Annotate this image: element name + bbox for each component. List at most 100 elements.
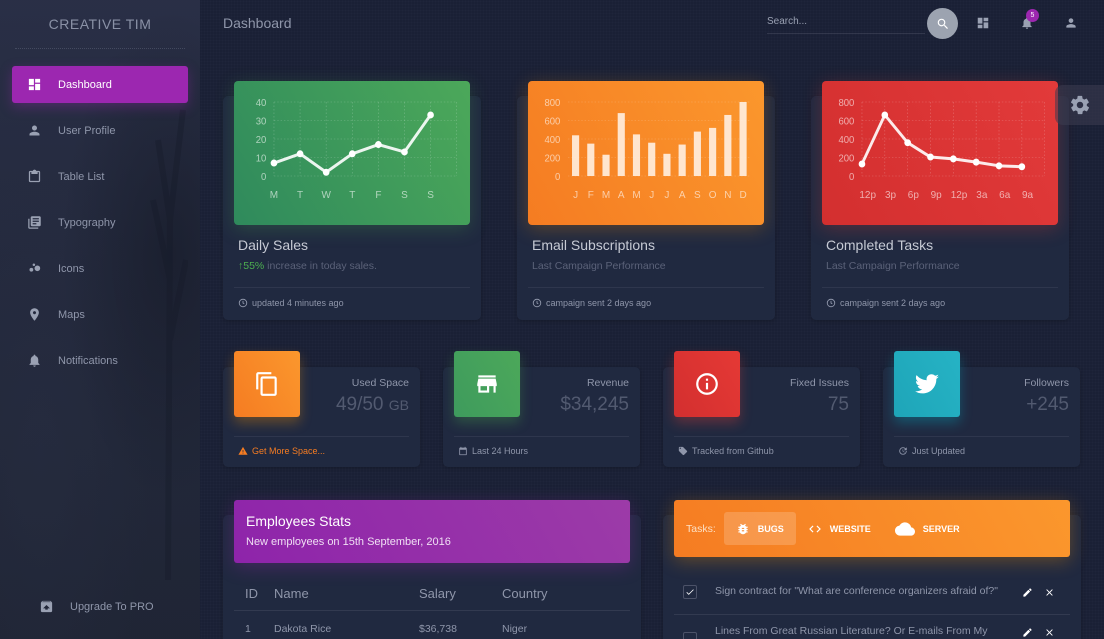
search-icon (937, 18, 948, 29)
stat-icon-box (234, 351, 300, 417)
cloud-icon (894, 521, 915, 536)
dashboard-icon-button[interactable] (975, 15, 990, 30)
email-subscriptions-chart: 0 200 400 600 800 J F M A M J J A S O N D (528, 81, 764, 225)
tab-website[interactable]: WEBSITE (796, 512, 883, 545)
task-checkbox[interactable] (683, 632, 697, 639)
edit-task-button[interactable] (1020, 585, 1034, 599)
sidebar-item-table-list[interactable]: Table List (12, 158, 188, 195)
check-icon (686, 589, 694, 595)
sidebar-item-notifications[interactable]: Notifications (12, 342, 188, 379)
task-checkbox[interactable] (683, 585, 697, 599)
sidebar-item-user-profile[interactable]: User Profile (12, 112, 188, 149)
footer-text: campaign sent 2 days ago (840, 298, 946, 308)
clock-icon (238, 298, 248, 308)
tasks-card: Tasks: BUGS WEBSITE SERVER Sign contract… (663, 500, 1081, 639)
svg-text:D: D (739, 190, 746, 201)
employees-table: ID Name Salary Country 1 Dakota Rice $36… (234, 577, 630, 639)
stat-label: Revenue (586, 377, 629, 389)
svg-text:10: 10 (256, 153, 267, 164)
sidebar-item-icons[interactable]: Icons (12, 250, 188, 287)
page-title[interactable]: Dashboard (223, 15, 292, 31)
task-list: Sign contract for "What are conference o… (674, 575, 1070, 639)
tab-label: BUGS (757, 523, 784, 534)
svg-text:O: O (709, 190, 717, 201)
store-icon (477, 375, 497, 393)
svg-text:3p: 3p (885, 190, 896, 201)
remove-task-button[interactable] (1042, 585, 1056, 599)
sidebar-item-maps[interactable]: Maps (12, 296, 188, 333)
sidebar-item-label: Upgrade To PRO (70, 600, 154, 613)
footer-text: Just Updated (912, 446, 966, 456)
svg-text:A: A (618, 190, 625, 201)
sidebar-item-upgrade-to-pro[interactable]: Upgrade To PRO (24, 588, 176, 625)
close-icon (1045, 628, 1053, 636)
svg-text:800: 800 (544, 98, 560, 109)
brand-logo[interactable]: CREATIVE TIM (48, 16, 152, 32)
tasks-label: Tasks: (686, 522, 716, 535)
user-profile-button[interactable] (1063, 15, 1078, 30)
fixed-issues-card: Fixed Issues 75 Tracked from Github (663, 351, 860, 467)
update-icon (899, 447, 907, 455)
sidebar-item-label: Typography (58, 216, 116, 229)
card-footer: updated 4 minutes ago (238, 298, 344, 308)
table-cell: Dakota Rice (274, 623, 332, 635)
card-subtitle: ↑55% increase in today sales. (238, 260, 377, 272)
svg-text:3a: 3a (976, 190, 987, 201)
tasks-card-header: Tasks: BUGS WEBSITE SERVER (674, 500, 1070, 557)
svg-text:200: 200 (544, 153, 560, 164)
sidebar-item-typography[interactable]: Typography (12, 204, 188, 241)
sidebar-item-label: Maps (58, 308, 85, 321)
stat-icon-box (674, 351, 740, 417)
sidebar-item-label: Notifications (58, 354, 118, 367)
stat-label: Fixed Issues (790, 377, 849, 389)
search-button[interactable] (927, 8, 958, 39)
svg-text:M: M (602, 190, 610, 201)
email-subscriptions-card: 0 200 400 600 800 J F M A M J J A S O N D Email Subscrip… (517, 81, 775, 320)
stat-icon-box (454, 351, 520, 417)
svg-text:40: 40 (256, 98, 267, 109)
warning-icon (238, 446, 248, 455)
svg-text:J: J (664, 190, 669, 201)
person-icon (1065, 17, 1076, 28)
search-input[interactable]: Search... (767, 13, 925, 34)
remove-task-button[interactable] (1042, 625, 1056, 639)
svg-text:M: M (632, 190, 640, 201)
bell-icon (27, 353, 42, 368)
person-icon (27, 123, 42, 138)
table-cell: Niger (502, 623, 528, 635)
stat-value: 75 (827, 394, 849, 415)
arrow-up-icon: ↑ (238, 260, 244, 272)
tab-bugs[interactable]: BUGS (723, 512, 796, 545)
edit-task-button[interactable] (1020, 625, 1034, 639)
pencil-icon (1022, 627, 1032, 637)
card-divider (528, 287, 764, 288)
svg-text:J: J (649, 190, 654, 201)
tab-server[interactable]: SERVER (883, 512, 972, 545)
card-title: Daily Sales (238, 237, 309, 253)
settings-toggle[interactable] (1055, 85, 1104, 125)
task-text: Sign contract for "What are conference o… (715, 585, 998, 597)
svg-text:T: T (297, 190, 304, 201)
svg-text:S: S (401, 190, 408, 201)
card-divider (894, 436, 1069, 437)
dashboard-icon (27, 77, 42, 92)
content-copy-icon (256, 372, 277, 396)
card-footer: Last 24 Hours (458, 446, 528, 456)
get-more-space-link[interactable]: Get More Space... (238, 446, 325, 456)
sidebar-background-image (150, 109, 188, 580)
svg-text:N: N (724, 190, 731, 201)
sidebar-item-label: Dashboard (58, 78, 112, 91)
svg-text:6a: 6a (999, 190, 1010, 201)
notification-badge: 5 (1026, 9, 1039, 22)
clock-icon (826, 298, 836, 308)
svg-text:800: 800 (838, 98, 854, 109)
task-item: Lines From Great Russian Literature? Or … (674, 615, 1070, 639)
card-title: Employees Stats (246, 513, 352, 529)
sidebar-item-dashboard[interactable]: Dashboard (12, 66, 188, 103)
svg-text:A: A (679, 190, 686, 201)
svg-text:30: 30 (256, 116, 267, 127)
top-navbar: Dashboard Search... 5 (200, 0, 1104, 48)
table-row: 1 Dakota Rice $36,738 Niger (234, 611, 630, 639)
table-cell: 1 (245, 623, 251, 635)
